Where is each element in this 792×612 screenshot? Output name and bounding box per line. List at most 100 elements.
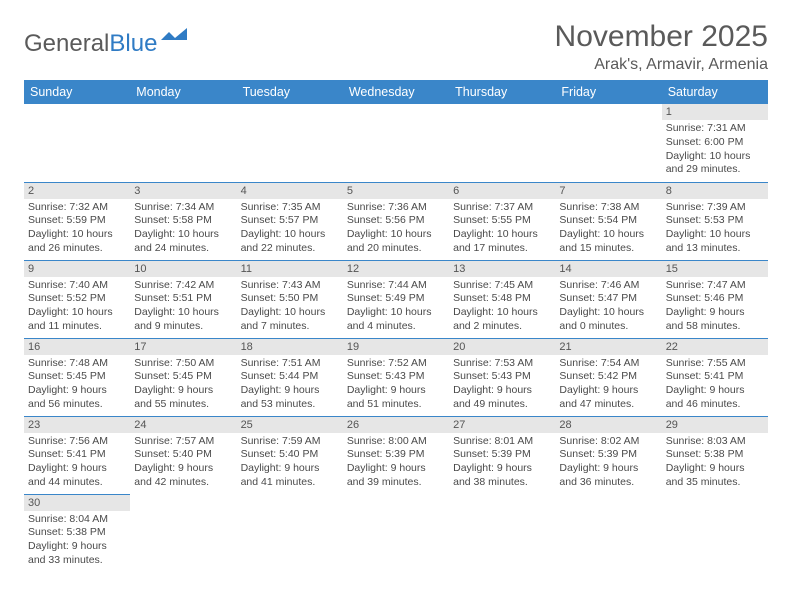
calendar-cell: 6Sunrise: 7:37 AMSunset: 5:55 PMDaylight… [449, 182, 555, 260]
sunrise-line: Sunrise: 7:39 AM [666, 201, 764, 215]
calendar-cell: 28Sunrise: 8:02 AMSunset: 5:39 PMDayligh… [555, 416, 661, 494]
calendar-cell [237, 104, 343, 182]
sunset-line: Sunset: 5:47 PM [559, 292, 657, 306]
daylight-line: Daylight: 9 hours and 44 minutes. [28, 462, 126, 489]
sunset-line: Sunset: 5:39 PM [559, 448, 657, 462]
calendar-cell: 30Sunrise: 8:04 AMSunset: 5:38 PMDayligh… [24, 494, 130, 572]
daylight-line: Daylight: 10 hours and 29 minutes. [666, 150, 764, 177]
calendar-cell: 1Sunrise: 7:31 AMSunset: 6:00 PMDaylight… [662, 104, 768, 182]
sunrise-line: Sunrise: 8:01 AM [453, 435, 551, 449]
calendar-cell: 10Sunrise: 7:42 AMSunset: 5:51 PMDayligh… [130, 260, 236, 338]
daylight-line: Daylight: 10 hours and 11 minutes. [28, 306, 126, 333]
calendar-cell [555, 104, 661, 182]
sunrise-line: Sunrise: 7:52 AM [347, 357, 445, 371]
daylight-line: Daylight: 9 hours and 39 minutes. [347, 462, 445, 489]
daylight-line: Daylight: 9 hours and 58 minutes. [666, 306, 764, 333]
calendar-week-row: 23Sunrise: 7:56 AMSunset: 5:41 PMDayligh… [24, 416, 768, 494]
calendar-cell: 14Sunrise: 7:46 AMSunset: 5:47 PMDayligh… [555, 260, 661, 338]
sunrise-line: Sunrise: 8:04 AM [28, 513, 126, 527]
logo-text-blue: Blue [109, 30, 157, 58]
daylight-line: Daylight: 9 hours and 41 minutes. [241, 462, 339, 489]
daylight-line: Daylight: 9 hours and 56 minutes. [28, 384, 126, 411]
daylight-line: Daylight: 10 hours and 20 minutes. [347, 228, 445, 255]
daylight-line: Daylight: 10 hours and 24 minutes. [134, 228, 232, 255]
day-number: 25 [237, 417, 343, 433]
daylight-line: Daylight: 10 hours and 7 minutes. [241, 306, 339, 333]
calendar-cell: 21Sunrise: 7:54 AMSunset: 5:42 PMDayligh… [555, 338, 661, 416]
day-number: 2 [24, 183, 130, 199]
sunrise-line: Sunrise: 7:51 AM [241, 357, 339, 371]
month-title: November 2025 [555, 20, 768, 54]
calendar-cell: 19Sunrise: 7:52 AMSunset: 5:43 PMDayligh… [343, 338, 449, 416]
header-row: GeneralBlue November 2025 Arak's, Armavi… [24, 20, 768, 74]
calendar-cell: 4Sunrise: 7:35 AMSunset: 5:57 PMDaylight… [237, 182, 343, 260]
calendar-cell [24, 104, 130, 182]
calendar-cell: 27Sunrise: 8:01 AMSunset: 5:39 PMDayligh… [449, 416, 555, 494]
day-number: 22 [662, 339, 768, 355]
sunrise-line: Sunrise: 7:32 AM [28, 201, 126, 215]
calendar-table: SundayMondayTuesdayWednesdayThursdayFrid… [24, 80, 768, 572]
sunrise-line: Sunrise: 7:56 AM [28, 435, 126, 449]
daylight-line: Daylight: 10 hours and 13 minutes. [666, 228, 764, 255]
daylight-line: Daylight: 9 hours and 55 minutes. [134, 384, 232, 411]
sunrise-line: Sunrise: 7:42 AM [134, 279, 232, 293]
calendar-cell: 22Sunrise: 7:55 AMSunset: 5:41 PMDayligh… [662, 338, 768, 416]
day-number: 7 [555, 183, 661, 199]
day-number: 26 [343, 417, 449, 433]
dayname-header: Sunday [24, 80, 130, 104]
sunset-line: Sunset: 5:39 PM [453, 448, 551, 462]
day-number: 11 [237, 261, 343, 277]
day-number: 21 [555, 339, 661, 355]
sunrise-line: Sunrise: 7:36 AM [347, 201, 445, 215]
calendar-cell [555, 494, 661, 572]
calendar-week-row: 16Sunrise: 7:48 AMSunset: 5:45 PMDayligh… [24, 338, 768, 416]
sunset-line: Sunset: 5:46 PM [666, 292, 764, 306]
calendar-cell: 3Sunrise: 7:34 AMSunset: 5:58 PMDaylight… [130, 182, 236, 260]
sunset-line: Sunset: 5:43 PM [453, 370, 551, 384]
day-number: 23 [24, 417, 130, 433]
calendar-cell: 2Sunrise: 7:32 AMSunset: 5:59 PMDaylight… [24, 182, 130, 260]
sunset-line: Sunset: 5:38 PM [666, 448, 764, 462]
sunrise-line: Sunrise: 7:57 AM [134, 435, 232, 449]
sunset-line: Sunset: 5:40 PM [241, 448, 339, 462]
day-number: 5 [343, 183, 449, 199]
calendar-week-row: 9Sunrise: 7:40 AMSunset: 5:52 PMDaylight… [24, 260, 768, 338]
sunset-line: Sunset: 5:45 PM [28, 370, 126, 384]
sunset-line: Sunset: 5:38 PM [28, 526, 126, 540]
sunset-line: Sunset: 5:55 PM [453, 214, 551, 228]
calendar-week-row: 30Sunrise: 8:04 AMSunset: 5:38 PMDayligh… [24, 494, 768, 572]
day-number: 17 [130, 339, 236, 355]
sunrise-line: Sunrise: 7:59 AM [241, 435, 339, 449]
calendar-body: 1Sunrise: 7:31 AMSunset: 6:00 PMDaylight… [24, 104, 768, 572]
sunrise-line: Sunrise: 7:50 AM [134, 357, 232, 371]
daylight-line: Daylight: 10 hours and 2 minutes. [453, 306, 551, 333]
day-number: 24 [130, 417, 236, 433]
sunset-line: Sunset: 5:41 PM [28, 448, 126, 462]
calendar-cell: 18Sunrise: 7:51 AMSunset: 5:44 PMDayligh… [237, 338, 343, 416]
sunrise-line: Sunrise: 8:03 AM [666, 435, 764, 449]
calendar-cell: 23 Sunrise: 7:56 AMSunset: 5:41 PMDayligh… [24, 416, 130, 494]
calendar-cell: 29Sunrise: 8:03 AMSunset: 5:38 PMDayligh… [662, 416, 768, 494]
day-number: 28 [555, 417, 661, 433]
sunset-line: Sunset: 5:48 PM [453, 292, 551, 306]
sunset-line: Sunset: 5:40 PM [134, 448, 232, 462]
dayname-header: Friday [555, 80, 661, 104]
sunrise-line: Sunrise: 7:38 AM [559, 201, 657, 215]
sunset-line: Sunset: 6:00 PM [666, 136, 764, 150]
sunset-line: Sunset: 5:49 PM [347, 292, 445, 306]
sunset-line: Sunset: 5:59 PM [28, 214, 126, 228]
daylight-line: Daylight: 9 hours and 47 minutes. [559, 384, 657, 411]
day-number: 6 [449, 183, 555, 199]
day-number: 1 [662, 104, 768, 120]
calendar-cell: 16Sunrise: 7:48 AMSunset: 5:45 PMDayligh… [24, 338, 130, 416]
dayname-header: Monday [130, 80, 236, 104]
day-number: 18 [237, 339, 343, 355]
title-block: November 2025 Arak's, Armavir, Armenia [555, 20, 768, 74]
sunrise-line: Sunrise: 7:37 AM [453, 201, 551, 215]
sunrise-line: Sunrise: 7:55 AM [666, 357, 764, 371]
daylight-line: Daylight: 9 hours and 49 minutes. [453, 384, 551, 411]
calendar-cell: 8Sunrise: 7:39 AMSunset: 5:53 PMDaylight… [662, 182, 768, 260]
daylight-line: Daylight: 9 hours and 51 minutes. [347, 384, 445, 411]
dayname-header: Wednesday [343, 80, 449, 104]
daylight-line: Daylight: 9 hours and 42 minutes. [134, 462, 232, 489]
